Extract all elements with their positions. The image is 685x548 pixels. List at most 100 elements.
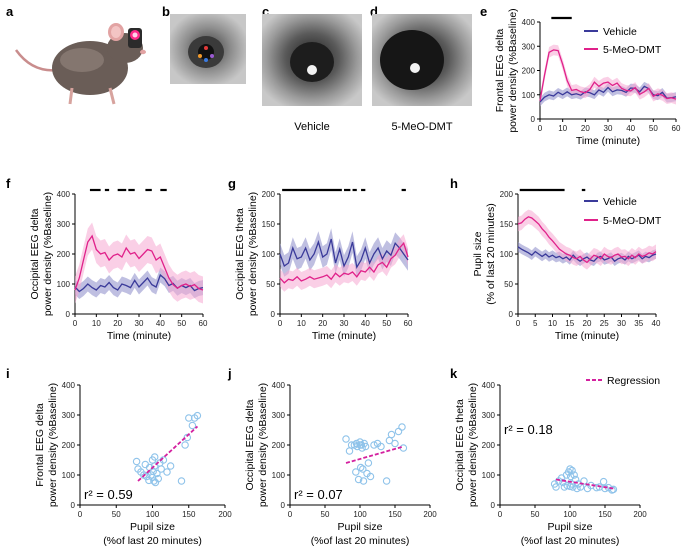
- scatter-point: [132, 457, 141, 466]
- y-tick-label: 200: [500, 190, 514, 199]
- x-tick-label: 200: [423, 510, 437, 519]
- series-line-drug: [517, 216, 657, 264]
- scatter-point: [382, 477, 391, 485]
- y-tick-label: 100: [482, 471, 496, 480]
- x-tick-label: 100: [563, 510, 577, 519]
- scatter-point: [391, 439, 399, 448]
- scatter-point: [580, 477, 588, 485]
- x-axis-label-main: Pupil size: [548, 521, 593, 533]
- y-tick-label: 400: [522, 18, 536, 27]
- reflection: [307, 65, 317, 75]
- x-tick-label: 200: [633, 510, 647, 519]
- panel-label-i: i: [6, 366, 10, 381]
- y-tick-label: 0: [66, 310, 71, 319]
- y-axis-label: Occipital EEG deltapower density (%Basel…: [244, 383, 269, 507]
- error-band-drug: [540, 44, 676, 107]
- y-tick-label: 400: [482, 381, 496, 390]
- x-axis-label: Time (minute): [107, 330, 171, 342]
- x-tick-label: 5: [533, 319, 538, 328]
- x-tick-label: 15: [565, 319, 574, 328]
- eye-tracking-photo: [170, 14, 246, 84]
- y-axis-label: Pupil size(% of last 20 minutes): [472, 203, 497, 305]
- x-tick-label: 50: [649, 124, 658, 133]
- x-tick-label: 20: [318, 319, 327, 328]
- x-tick-label: 30: [340, 319, 349, 328]
- panel-label-d: d: [370, 4, 378, 19]
- x-tick-label: 150: [182, 510, 196, 519]
- x-axis-label-main: Pupil size: [130, 521, 175, 533]
- legend-regression-label: Regression: [607, 375, 660, 387]
- x-tick-label: 0: [498, 510, 503, 519]
- caption-vehicle: Vehicle: [294, 121, 329, 133]
- x-axis-label-sub: (%of last 20 minutes): [521, 535, 620, 547]
- y-axis-label-main: Occipital EEG theta: [234, 208, 246, 300]
- tracking-marker-purple: [210, 54, 214, 58]
- x-tick-label: 50: [321, 510, 330, 519]
- y-tick-label: 100: [500, 250, 514, 259]
- x-axis-label: Time (minute): [555, 330, 619, 342]
- panel-label-b: b: [162, 4, 170, 19]
- scatter-point: [552, 483, 560, 491]
- y-axis-label: Occipital EEG deltapower density (%Basel…: [29, 192, 54, 316]
- y-tick-label: 100: [272, 471, 286, 480]
- y-tick-label: 200: [482, 441, 496, 450]
- panel-label-e: e: [480, 4, 487, 19]
- x-tick-label: 150: [388, 510, 402, 519]
- series-line-drug: [74, 234, 204, 291]
- x-axis-label-sub: (%of last 20 minutes): [311, 535, 410, 547]
- scatter-point: [387, 430, 396, 439]
- x-tick-label: 35: [634, 319, 643, 328]
- y-axis-label-sub: power density (%Baseline): [467, 383, 479, 507]
- regression-line: [137, 425, 199, 482]
- y-tick-label: 0: [509, 310, 514, 319]
- y-tick-label: 100: [262, 250, 276, 259]
- legend-vehicle-label: Vehicle: [603, 26, 637, 38]
- scatter-point: [592, 483, 601, 492]
- scatter-point: [181, 441, 189, 449]
- y-axis-label: Frontal EEG deltapower density (%Baselin…: [34, 383, 59, 507]
- regression-line: [345, 445, 404, 464]
- y-axis-label-main: Occipital EEG delta: [29, 208, 41, 299]
- panel-label-h: h: [450, 176, 458, 191]
- scatter-point: [352, 468, 360, 476]
- r-squared-label: r² = 0.07: [294, 487, 343, 502]
- y-axis-label-main: Occipital EEG theta: [454, 399, 466, 491]
- x-tick-label: 100: [353, 510, 367, 519]
- y-axis-label-sub: power density (%Baseline): [47, 383, 59, 507]
- y-axis-label-sub: (% of last 20 minutes): [485, 203, 497, 305]
- series-line-drug: [539, 49, 677, 101]
- scatter-point: [568, 466, 576, 475]
- x-tick-label: 10: [92, 319, 101, 328]
- series-line-vehicle: [517, 246, 657, 263]
- tracking-marker-blue: [204, 58, 208, 62]
- y-tick-label: 150: [500, 220, 514, 229]
- x-tick-label: 0: [78, 510, 83, 519]
- y-tick-label: 300: [62, 411, 76, 420]
- x-tick-label: 10: [548, 319, 557, 328]
- mouse-tail: [14, 49, 59, 72]
- legend-h: Vehicle 5-MeO-DMT: [584, 196, 662, 227]
- y-tick-label: 200: [57, 250, 71, 259]
- chart-occipital-theta-timecourse: 0 50 100 150 200 0 10 20 30 40 50 60 Occipital EEG t…: [234, 188, 413, 342]
- scatter-point: [352, 439, 361, 448]
- y-tick-label: 400: [62, 381, 76, 390]
- x-tick-label: 150: [598, 510, 612, 519]
- scatter-point: [609, 485, 618, 494]
- scatter-point: [398, 423, 406, 431]
- x-tick-label: 20: [113, 319, 122, 328]
- y-tick-label: 0: [271, 310, 276, 319]
- y-tick-label: 100: [57, 280, 71, 289]
- scatter-point: [394, 427, 403, 436]
- scatter-point: [569, 483, 577, 491]
- y-tick-label: 0: [281, 501, 286, 510]
- series-line-drug: [279, 241, 409, 284]
- y-tick-label: 100: [522, 91, 536, 100]
- x-tick-label: 20: [581, 124, 590, 133]
- y-tick-label: 400: [57, 190, 71, 199]
- y-axis-label: Occipital EEG thetapower density (%Basel…: [454, 383, 479, 507]
- y-tick-label: 200: [262, 190, 276, 199]
- series-line-vehicle: [279, 238, 409, 270]
- x-tick-label: 30: [135, 319, 144, 328]
